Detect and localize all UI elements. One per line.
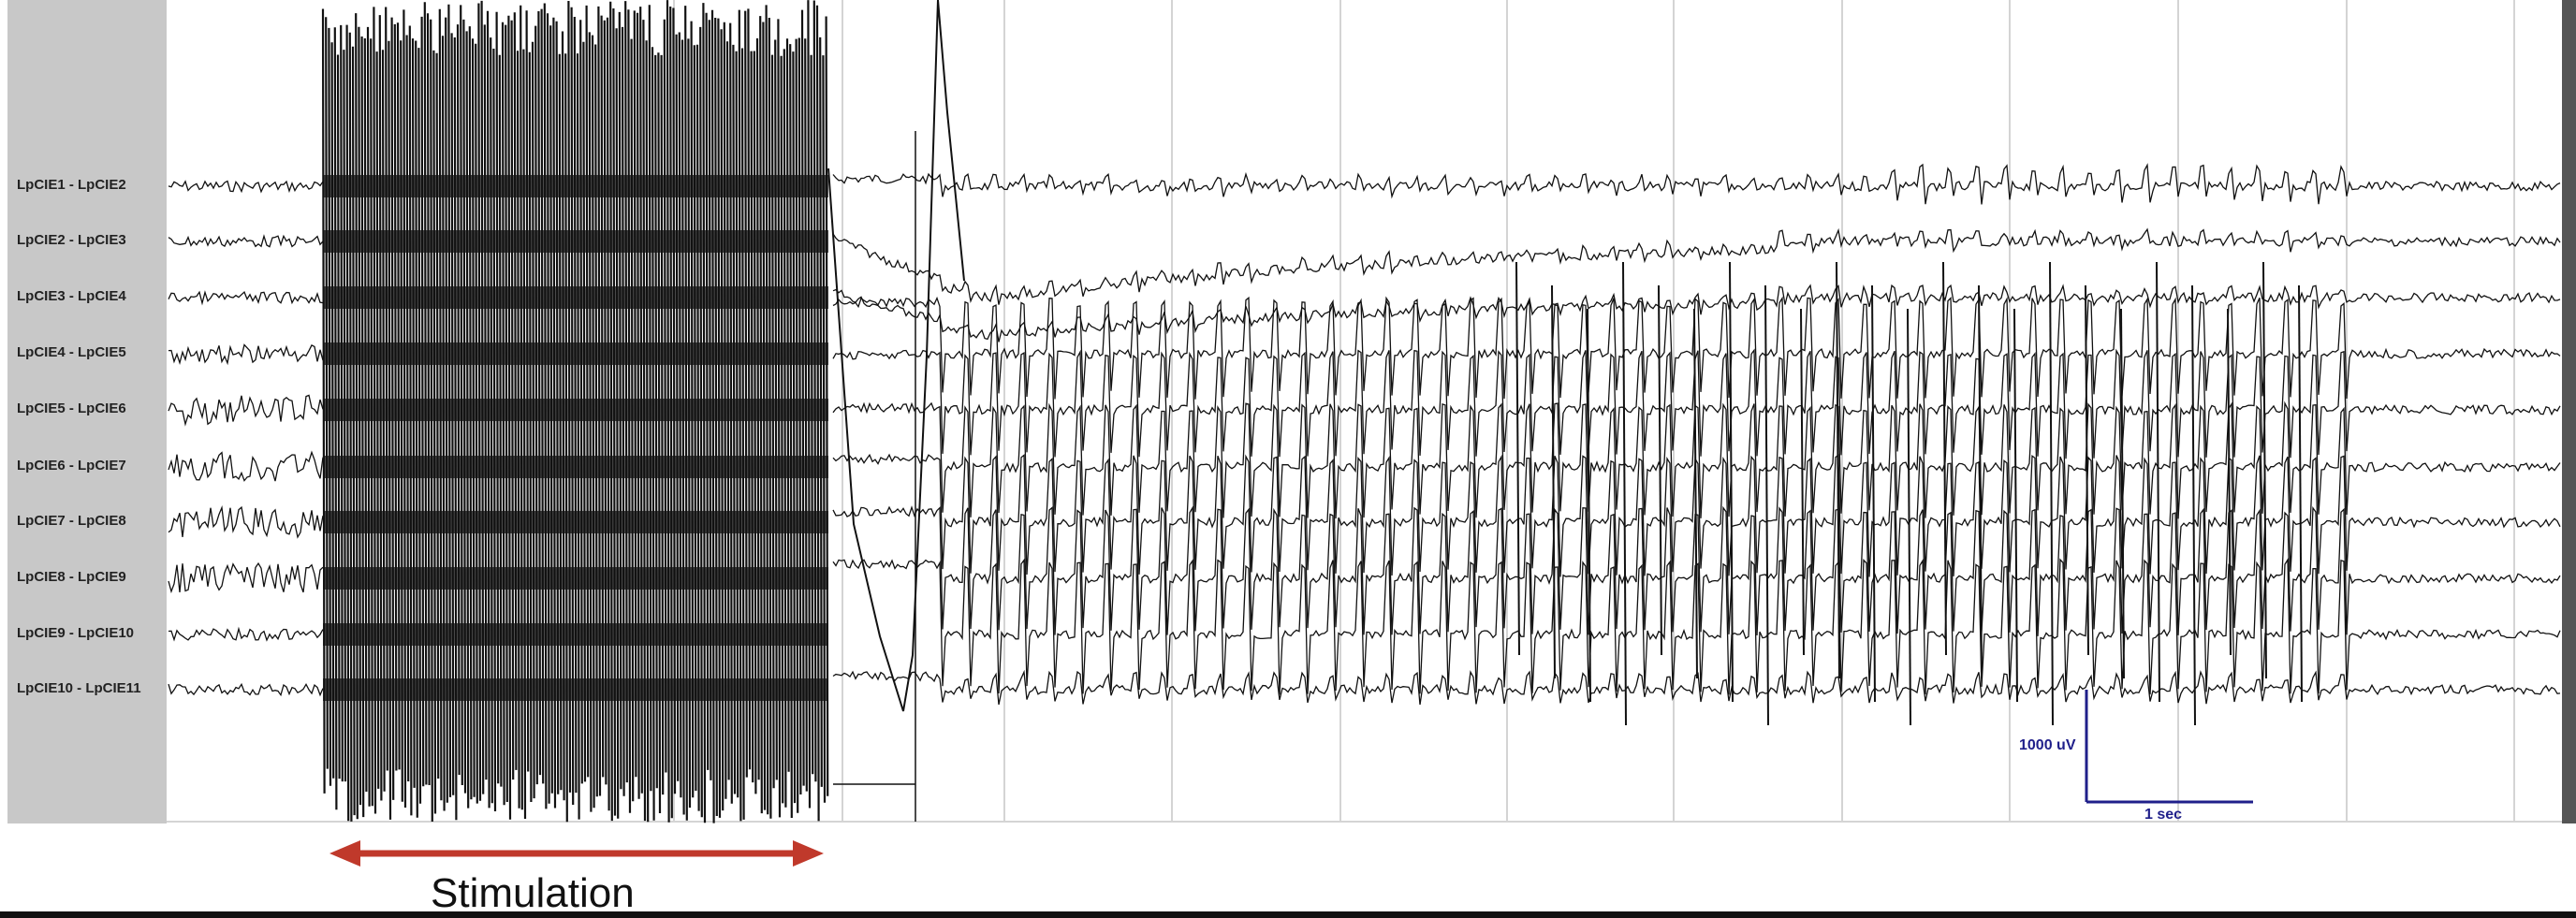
spike-14: [1978, 284, 1983, 679]
spike-23: [2298, 284, 2303, 703]
stimulation-band-8: [323, 567, 828, 590]
channel-label-7: LpCIE7 - LpCIE8: [17, 513, 126, 529]
channel-label-1: LpCIE1 - LpCIE2: [17, 177, 126, 193]
channel-label-5: LpCIE5 - LpCIE6: [17, 401, 126, 416]
trace-post-7: [832, 453, 2561, 577]
stimulation-band-2: [323, 230, 828, 253]
spike-15: [2013, 308, 2018, 703]
spike-11: [1871, 284, 1876, 703]
spike-17: [2085, 284, 2089, 656]
stimulation-band-3: [323, 286, 828, 309]
trace-post-3: [832, 284, 2561, 342]
trace-post-6: [832, 401, 2561, 519]
spike-12: [1907, 308, 1911, 726]
spike-16: [2049, 261, 2054, 726]
trace-post-1: [832, 163, 2561, 205]
trace-pre-3: [168, 290, 324, 306]
trace-pre-4: [168, 343, 324, 366]
stimulation-arrow: [329, 840, 824, 867]
stimulation-artifact: [321, 0, 829, 823]
channel-label-4: LpCIE4 - LpCIE5: [17, 344, 126, 360]
arrow-head-right: [793, 840, 824, 867]
stimulation-band-5: [323, 399, 828, 421]
trace-pre-9: [168, 626, 324, 642]
scale-time-label: 1 sec: [2144, 807, 2183, 823]
trace-pre-6: [168, 450, 324, 482]
stimulation-band-4: [323, 342, 828, 365]
spike-2: [1551, 284, 1556, 679]
trace-post-5: [832, 348, 2561, 459]
stimulation-band-6: [323, 456, 828, 478]
eeg-traces: [168, 0, 2561, 822]
scale-amplitude-label: 1000 uV: [2019, 737, 2076, 753]
spike-21: [2227, 308, 2232, 656]
spike-20: [2191, 284, 2196, 726]
channel-label-8: LpCIE8 - LpCIE9: [17, 569, 126, 585]
spike-6: [1693, 308, 1698, 679]
stimulation-band-7: [323, 511, 828, 533]
spike-1: [1515, 261, 1520, 656]
trace-pre-8: [168, 561, 324, 594]
scale-bar: [2085, 690, 2253, 804]
post-stim-swing: [827, 0, 965, 712]
trace-pre-2: [168, 234, 324, 248]
channel-label-3: LpCIE3 - LpCIE4: [17, 288, 126, 304]
bottom-border: [0, 911, 2576, 918]
trace-pre-7: [168, 505, 324, 539]
stimulation-band-1: [323, 175, 828, 197]
spike-13: [1942, 261, 1947, 656]
spike-19: [2156, 261, 2160, 703]
channel-label-9: LpCIE9 - LpCIE10: [17, 625, 135, 641]
trace-post-2: [832, 227, 2561, 305]
channel-label-6: LpCIE6 - LpCIE7: [17, 458, 126, 474]
stimulation-band-9: [323, 623, 828, 646]
trace-pre-10: [168, 682, 324, 697]
stimulation-label: Stimulation: [431, 870, 635, 916]
spike-8: [1764, 284, 1769, 726]
scrollbar-edge[interactable]: [2562, 0, 2576, 823]
spike-3: [1587, 308, 1591, 703]
trace-pre-5: [168, 394, 324, 427]
spike-18: [2120, 308, 2125, 679]
channel-label-10: LpCIE10 - LpCIE11: [17, 680, 141, 696]
trace-pre-1: [168, 180, 324, 194]
spike-5: [1658, 284, 1662, 656]
spike-10: [1836, 261, 1840, 679]
spike-4: [1622, 261, 1627, 726]
trace-post-4: [832, 296, 2561, 400]
channel-label-2: LpCIE2 - LpCIE3: [17, 232, 126, 248]
spike-22: [2262, 261, 2267, 679]
arrow-head-left: [329, 840, 360, 867]
spike-7: [1729, 261, 1734, 703]
channel-label-panel: LpCIE1 - LpCIE2 LpCIE2 - LpCIE3 LpCIE3 -…: [7, 0, 167, 823]
spike-9: [1800, 308, 1805, 656]
artifact-step: [833, 131, 916, 822]
stimulation-band-10: [323, 678, 828, 701]
